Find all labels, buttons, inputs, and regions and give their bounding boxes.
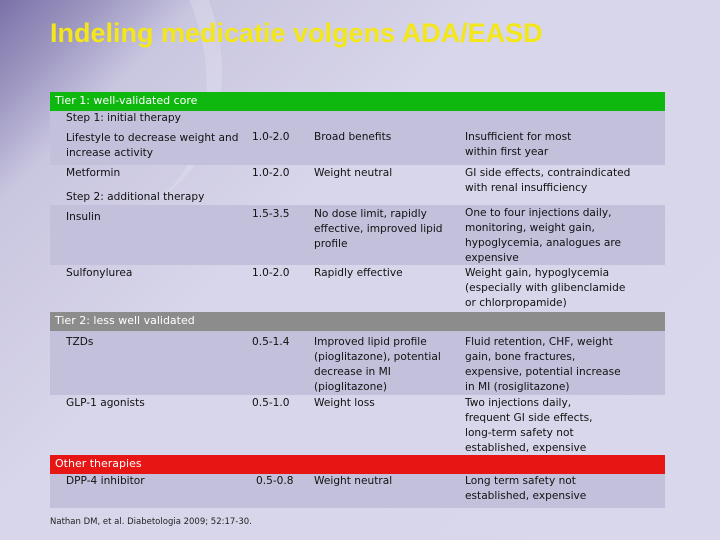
dpp4-name: DPP-4 inhibitor	[66, 475, 145, 487]
sulfonylurea-value: 1.0-2.0	[252, 267, 290, 279]
page-title: Indeling medicatie volgens ADA/EASD	[50, 18, 543, 48]
row-shade-dpp4	[50, 474, 665, 508]
dpp4-advantage: Weight neutral	[314, 475, 393, 487]
lifestyle-advantage: Broad benefits	[314, 131, 392, 143]
row-shade-insulin	[50, 205, 665, 265]
dpp4-value: 0.5-0.8	[256, 475, 294, 487]
insulin-value: 1.5-3.5	[252, 208, 290, 220]
sulfonylurea-advantage: Rapidly effective	[314, 267, 403, 279]
glp1-advantage: Weight loss	[314, 397, 375, 409]
other-header: Other therapies	[55, 457, 142, 470]
step2-label: Step 2: additional therapy	[66, 191, 205, 203]
tzds-advantage: Improved lipid profile (pioglitazone), p…	[314, 336, 441, 393]
dpp4-disadvantage: Long term safety not established, expens…	[465, 475, 587, 502]
lifestyle-value: 1.0-2.0	[252, 131, 290, 143]
tzds-disadvantage: Fluid retention, CHF, weight gain, bone …	[465, 336, 621, 393]
insulin-name: Insulin	[66, 211, 101, 223]
glp1-disadvantage: Two injections daily, frequent GI side e…	[465, 397, 593, 454]
step1-label: Step 1: initial therapy	[66, 112, 181, 124]
insulin-advantage: No dose limit, rapidly effective, improv…	[314, 208, 443, 250]
sulfonylurea-disadvantage: Weight gain, hypoglycemia (especially wi…	[465, 267, 626, 309]
tier1-header-bar: Tier 1: well-validated core	[50, 92, 665, 111]
metformin-advantage: Weight neutral	[314, 167, 393, 179]
glp1-name: GLP-1 agonists	[66, 397, 145, 409]
tzds-name: TZDs	[66, 336, 94, 348]
other-header-bar: Other therapies	[50, 455, 665, 474]
citation: Nathan DM, et al. Diabetologia 2009; 52:…	[50, 517, 252, 527]
insulin-disadvantage: One to four injections daily, monitoring…	[465, 207, 622, 264]
row-shade-step1	[50, 111, 665, 165]
row-shade-tzds	[50, 331, 665, 395]
metformin-name: Metformin	[66, 167, 121, 179]
tier2-header: Tier 2: less well validated	[55, 314, 195, 327]
lifestyle-name: Lifestyle to decrease weight and increas…	[66, 132, 239, 159]
tier2-header-bar: Tier 2: less well validated	[50, 312, 665, 331]
glp1-value: 0.5-1.0	[252, 397, 290, 409]
lifestyle-disadvantage: Insufficient for most within first year	[465, 131, 572, 158]
tzds-value: 0.5-1.4	[252, 336, 290, 348]
tier1-header: Tier 1: well-validated core	[55, 94, 198, 107]
metformin-disadvantage: GI side effects, contraindicated with re…	[465, 167, 631, 194]
metformin-value: 1.0-2.0	[252, 167, 290, 179]
sulfonylurea-name: Sulfonylurea	[66, 267, 133, 279]
